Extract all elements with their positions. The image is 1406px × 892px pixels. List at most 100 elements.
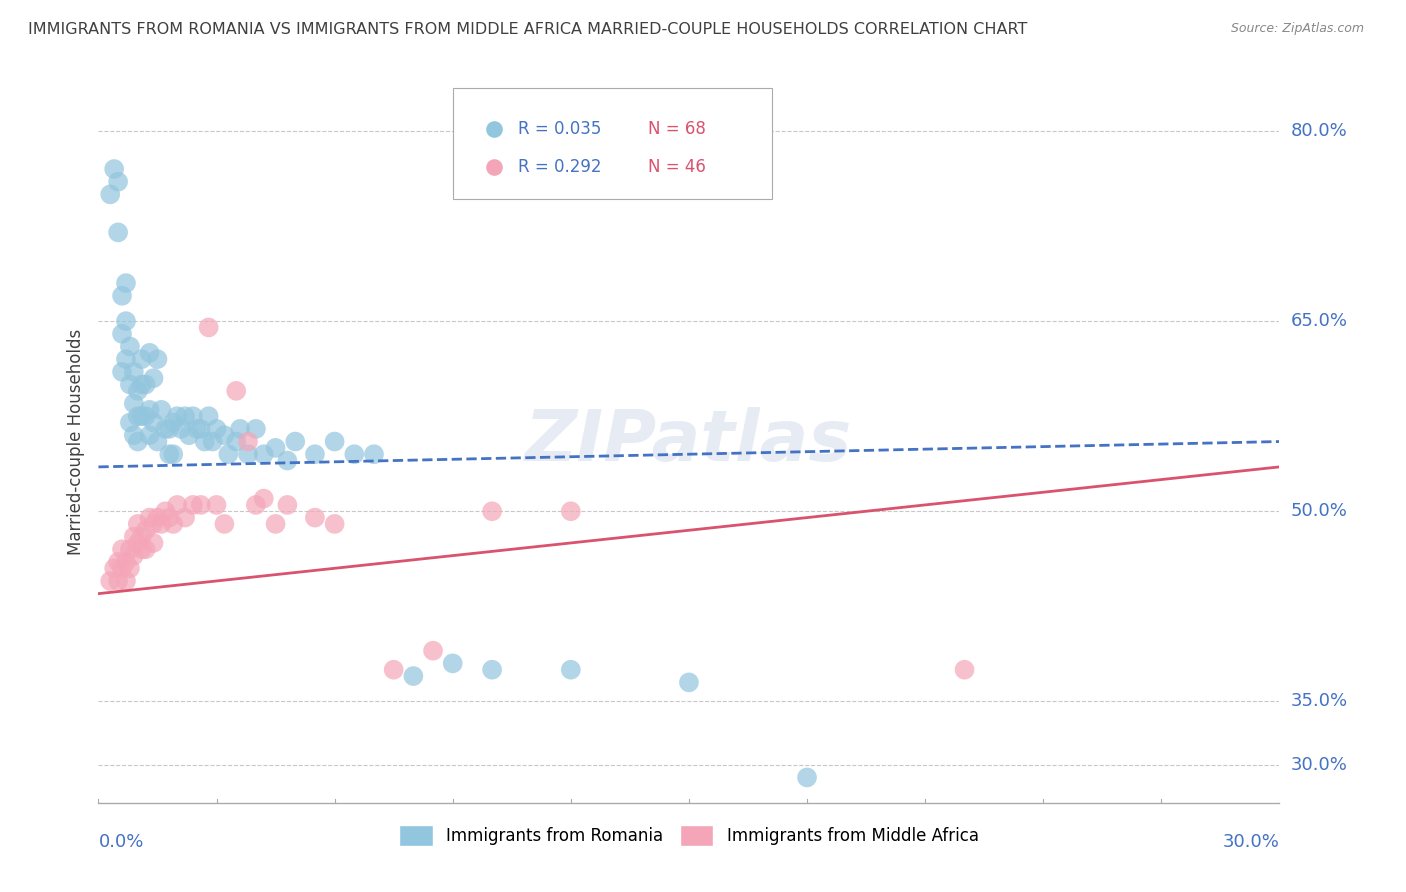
Point <box>122 365 145 379</box>
Point <box>135 377 157 392</box>
Point <box>323 516 346 531</box>
Point <box>155 504 177 518</box>
Point <box>122 396 145 410</box>
Point <box>131 542 153 557</box>
Point <box>796 771 818 785</box>
Point <box>127 409 149 424</box>
Text: Source: ZipAtlas.com: Source: ZipAtlas.com <box>1230 22 1364 36</box>
Point <box>111 365 134 379</box>
Point <box>138 510 160 524</box>
Point <box>138 346 160 360</box>
Point <box>245 422 267 436</box>
Point <box>264 516 287 531</box>
Text: N = 46: N = 46 <box>648 158 706 176</box>
Point <box>127 516 149 531</box>
Text: 80.0%: 80.0% <box>1291 122 1347 140</box>
Point <box>560 504 582 518</box>
Point <box>276 498 298 512</box>
Point <box>146 510 169 524</box>
Point <box>304 447 326 461</box>
Point <box>107 574 129 588</box>
Point <box>678 675 700 690</box>
Point <box>115 314 138 328</box>
Point <box>103 161 125 176</box>
Point <box>225 384 247 398</box>
Point <box>162 416 184 430</box>
Point <box>166 409 188 424</box>
Point <box>422 643 444 657</box>
Text: R = 0.035: R = 0.035 <box>517 120 600 138</box>
Legend: Immigrants from Romania, Immigrants from Middle Africa: Immigrants from Romania, Immigrants from… <box>392 819 986 852</box>
Point <box>236 434 259 449</box>
Point <box>103 561 125 575</box>
Point <box>253 491 276 506</box>
Point <box>343 447 366 461</box>
Point <box>111 326 134 341</box>
Text: 65.0%: 65.0% <box>1291 312 1347 330</box>
Point <box>190 498 212 512</box>
Point <box>402 669 425 683</box>
Point <box>150 516 173 531</box>
Point <box>264 441 287 455</box>
Point <box>142 371 165 385</box>
Point <box>181 409 204 424</box>
Point <box>150 402 173 417</box>
Point <box>253 447 276 461</box>
Point <box>323 434 346 449</box>
Point <box>276 453 298 467</box>
Point <box>131 352 153 367</box>
Point <box>953 663 976 677</box>
Point <box>166 498 188 512</box>
Point <box>107 226 129 240</box>
Point <box>142 516 165 531</box>
Point <box>142 536 165 550</box>
FancyBboxPatch shape <box>453 87 772 200</box>
Point <box>131 377 153 392</box>
Point <box>214 516 236 531</box>
Point <box>138 428 160 442</box>
Point <box>115 555 138 569</box>
Text: 0.0%: 0.0% <box>98 833 143 851</box>
Point <box>181 498 204 512</box>
Point <box>217 447 239 461</box>
Point <box>304 510 326 524</box>
Point <box>157 510 180 524</box>
Point <box>98 574 121 588</box>
Text: IMMIGRANTS FROM ROMANIA VS IMMIGRANTS FROM MIDDLE AFRICA MARRIED-COUPLE HOUSEHOL: IMMIGRANTS FROM ROMANIA VS IMMIGRANTS FR… <box>28 22 1028 37</box>
Point <box>245 498 267 512</box>
Point <box>127 536 149 550</box>
Point <box>111 561 134 575</box>
Point <box>122 549 145 563</box>
Point <box>118 542 141 557</box>
Point <box>138 402 160 417</box>
Point <box>131 530 153 544</box>
Point <box>201 434 224 449</box>
Point <box>122 530 145 544</box>
Point <box>174 409 197 424</box>
Point <box>118 561 141 575</box>
Point <box>441 657 464 671</box>
Point <box>205 422 228 436</box>
Point <box>157 447 180 461</box>
Point <box>118 339 141 353</box>
Point <box>118 416 141 430</box>
Text: 30.0%: 30.0% <box>1223 833 1279 851</box>
Y-axis label: Married-couple Households: Married-couple Households <box>66 328 84 555</box>
Point <box>225 434 247 449</box>
Point <box>363 447 385 461</box>
Point <box>155 422 177 436</box>
Text: ZIPatlas: ZIPatlas <box>526 407 852 476</box>
Point <box>122 428 145 442</box>
Point <box>174 510 197 524</box>
Point <box>481 504 503 518</box>
Point <box>131 409 153 424</box>
Point <box>111 289 134 303</box>
Point <box>127 434 149 449</box>
Text: 30.0%: 30.0% <box>1291 756 1347 773</box>
Point <box>115 352 138 367</box>
Point <box>142 416 165 430</box>
Point <box>115 276 138 290</box>
Point <box>236 447 259 461</box>
Point <box>107 555 129 569</box>
Point <box>214 428 236 442</box>
